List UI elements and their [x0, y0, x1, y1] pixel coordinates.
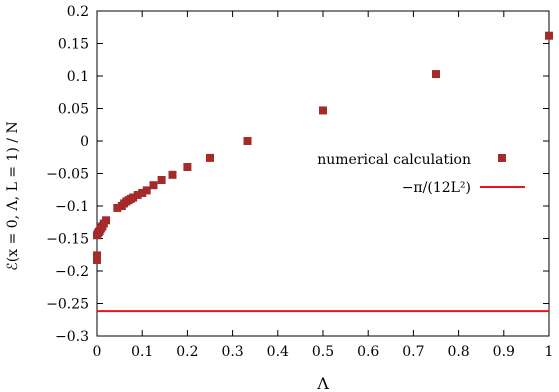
data-point [129, 193, 138, 202]
data-point [138, 189, 147, 197]
y-tick-label: −0.3 [55, 329, 89, 345]
data-point [157, 176, 166, 184]
x-tick-label: 0 [93, 344, 102, 360]
data-point [545, 31, 553, 40]
y-tick-label: 0.15 [58, 37, 89, 53]
data-point [102, 216, 111, 225]
data-point [142, 186, 151, 195]
y-axis-ticks: −0.3 −0.25 −0.2 −0.15 −0.1 −0.05 0 0.05 0.1 0.15 0… [46, 4, 549, 345]
y-tick-label: −0.1 [55, 199, 89, 215]
data-point [183, 163, 192, 171]
data-point [168, 170, 177, 179]
x-tick-label: 0.4 [267, 344, 289, 360]
data-points [93, 31, 553, 264]
x-tick-label: 0.7 [402, 344, 424, 360]
data-point [133, 190, 142, 199]
legend-label-numerical: numerical calculation [317, 152, 471, 168]
x-tick-label: 0.6 [357, 344, 379, 360]
y-tick-label: −0.25 [46, 297, 89, 313]
x-tick-label: 0.5 [312, 344, 334, 360]
data-point [93, 255, 101, 264]
y-tick-label: −0.05 [46, 167, 89, 183]
y-axis-label: ℰ(x = 0, Λ, L = 1) / N [5, 121, 21, 270]
y-tick-label: 0.2 [67, 4, 89, 20]
plot-frame [96, 10, 550, 337]
data-point [243, 137, 252, 145]
x-tick-label: 0.1 [131, 344, 153, 360]
data-point [432, 70, 440, 79]
data-point [149, 181, 158, 190]
x-tick-label: 0.9 [493, 344, 515, 360]
y-tick-label: 0 [80, 134, 89, 150]
data-point [319, 106, 327, 115]
x-axis-label: Λ [316, 374, 329, 392]
x-tick-label: 0.8 [447, 344, 469, 360]
x-tick-label: 1 [545, 344, 554, 360]
legend-label-analytic: −π/(12L²) [402, 180, 471, 196]
x-axis-ticks: 0 0.1 0.2 0.3 0.4 0.5 0.6 0.7 0.8 0.9 1 [93, 11, 554, 360]
data-point [113, 203, 122, 212]
y-tick-label: −0.15 [46, 232, 89, 248]
y-tick-label: −0.2 [55, 264, 89, 280]
y-tick-label: 0.1 [67, 69, 89, 85]
legend: numerical calculation −π/(12L²) [317, 152, 525, 196]
data-point [206, 153, 214, 162]
x-tick-label: 0.3 [221, 344, 243, 360]
legend-swatch-numerical [498, 154, 506, 162]
x-tick-label: 0.2 [176, 344, 198, 360]
plot-border [96, 10, 550, 337]
data-point [93, 251, 101, 260]
y-tick-label: 0.05 [58, 102, 89, 118]
